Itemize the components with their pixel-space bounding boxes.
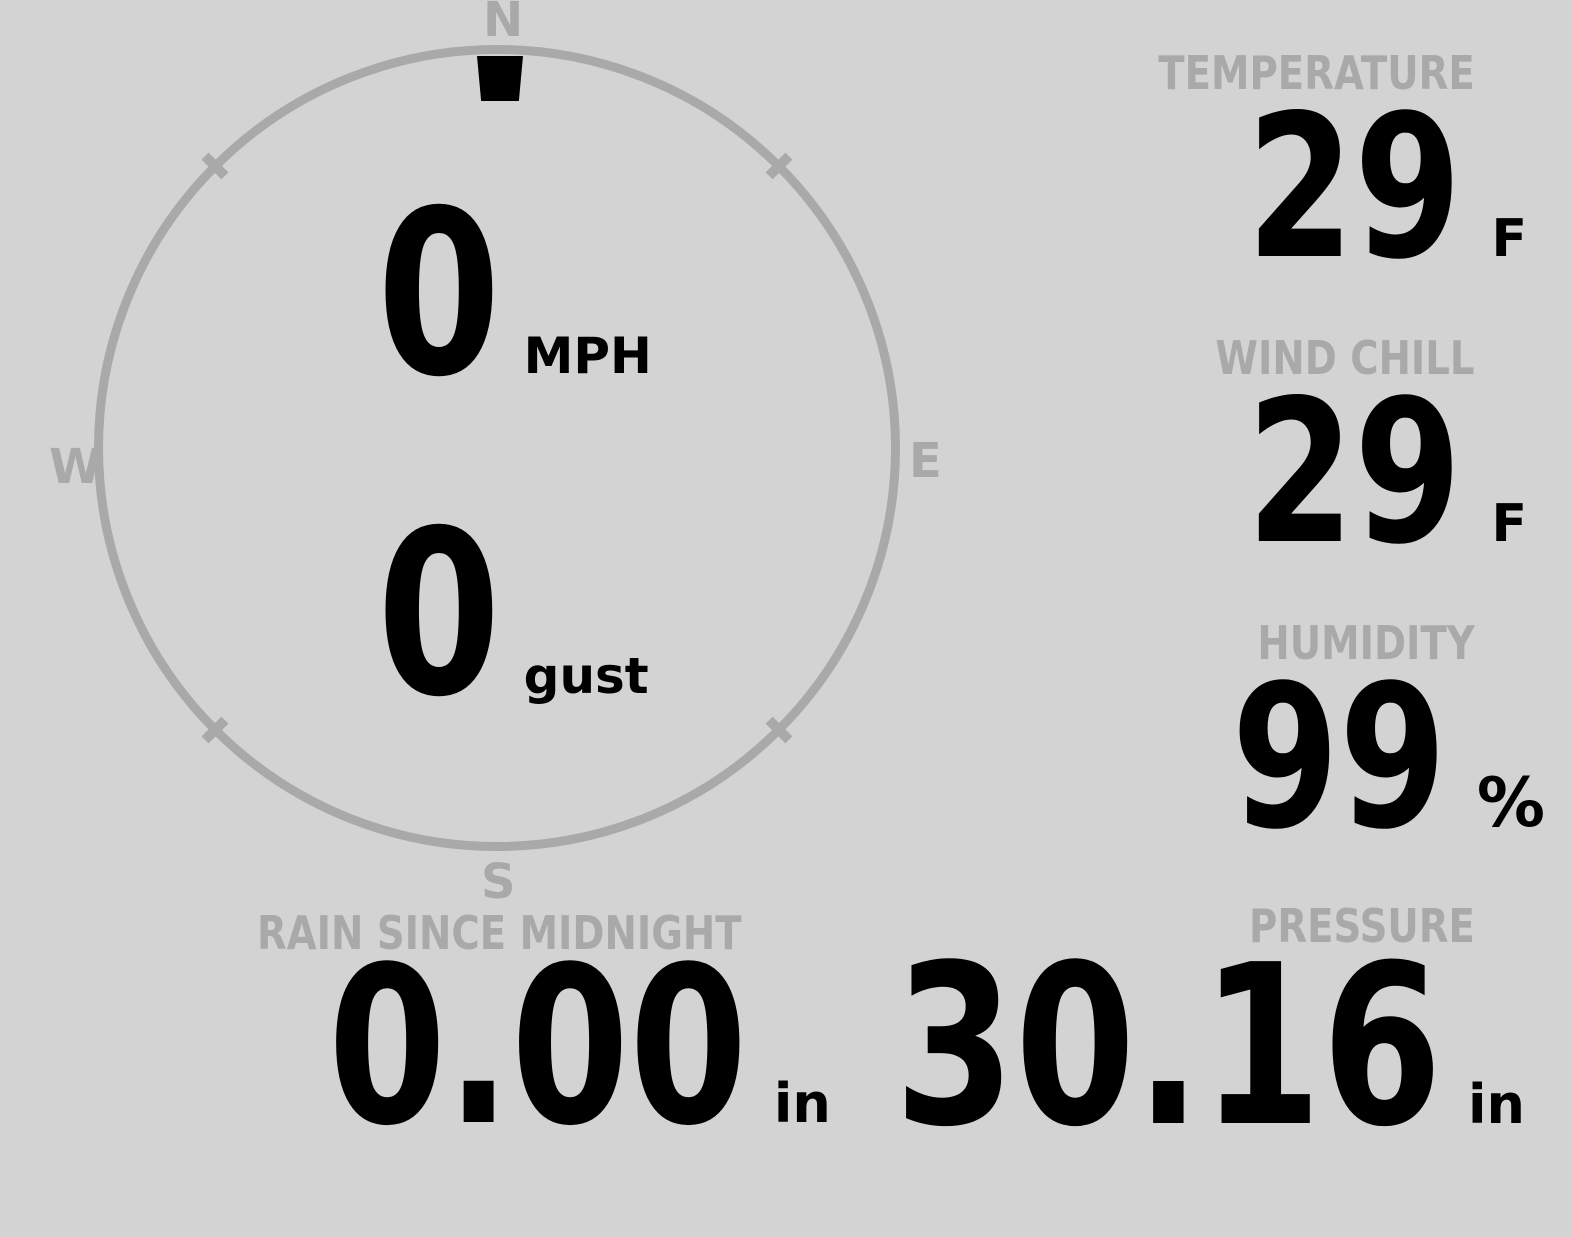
pressure-label: PRESSURE — [1249, 899, 1475, 953]
humidity-reading: 99 % — [1171, 659, 1545, 857]
temperature-unit: F — [1491, 209, 1527, 269]
wind-chill-label: WIND CHILL — [1215, 331, 1475, 385]
rain-since-midnight-reading: 0.00 in — [328, 939, 831, 1157]
wind-gust-value: 0 — [377, 481, 501, 747]
compass-label-west: W — [49, 439, 102, 495]
rain-since-midnight-label: RAIN SINCE MIDNIGHT — [257, 906, 742, 960]
humidity-unit: % — [1476, 764, 1545, 843]
temperature-reading: 29 F — [1186, 89, 1527, 287]
rain-since-midnight-value: 0.00 — [328, 921, 748, 1174]
temperature-value: 29 — [1246, 72, 1462, 303]
wind-direction-marker-icon — [477, 56, 523, 101]
wind-gust-unit: gust — [523, 647, 649, 705]
wind-chill-reading: 29 F — [1186, 374, 1527, 572]
rain-since-midnight-unit: in — [773, 1072, 831, 1135]
wind-speed-unit: MPH — [523, 327, 652, 385]
wind-chill-value: 29 — [1246, 357, 1462, 588]
wind-speed-reading: 0 MPH — [377, 180, 652, 408]
pressure-unit: in — [1468, 1073, 1525, 1136]
compass-label-east: E — [909, 433, 942, 489]
compass-circle — [94, 45, 900, 851]
wind-gust-reading: 0 gust — [377, 500, 649, 728]
humidity-value: 99 — [1231, 642, 1447, 873]
pressure-reading: 30.16 in — [740, 936, 1525, 1158]
compass-label-north: N — [483, 0, 524, 48]
wind-chill-unit: F — [1491, 494, 1527, 554]
pressure-value: 30.16 — [894, 918, 1443, 1176]
wind-speed-value: 0 — [377, 161, 501, 427]
humidity-label: HUMIDITY — [1257, 616, 1475, 670]
temperature-label: TEMPERATURE — [1158, 46, 1475, 100]
compass-label-south: S — [481, 854, 516, 910]
